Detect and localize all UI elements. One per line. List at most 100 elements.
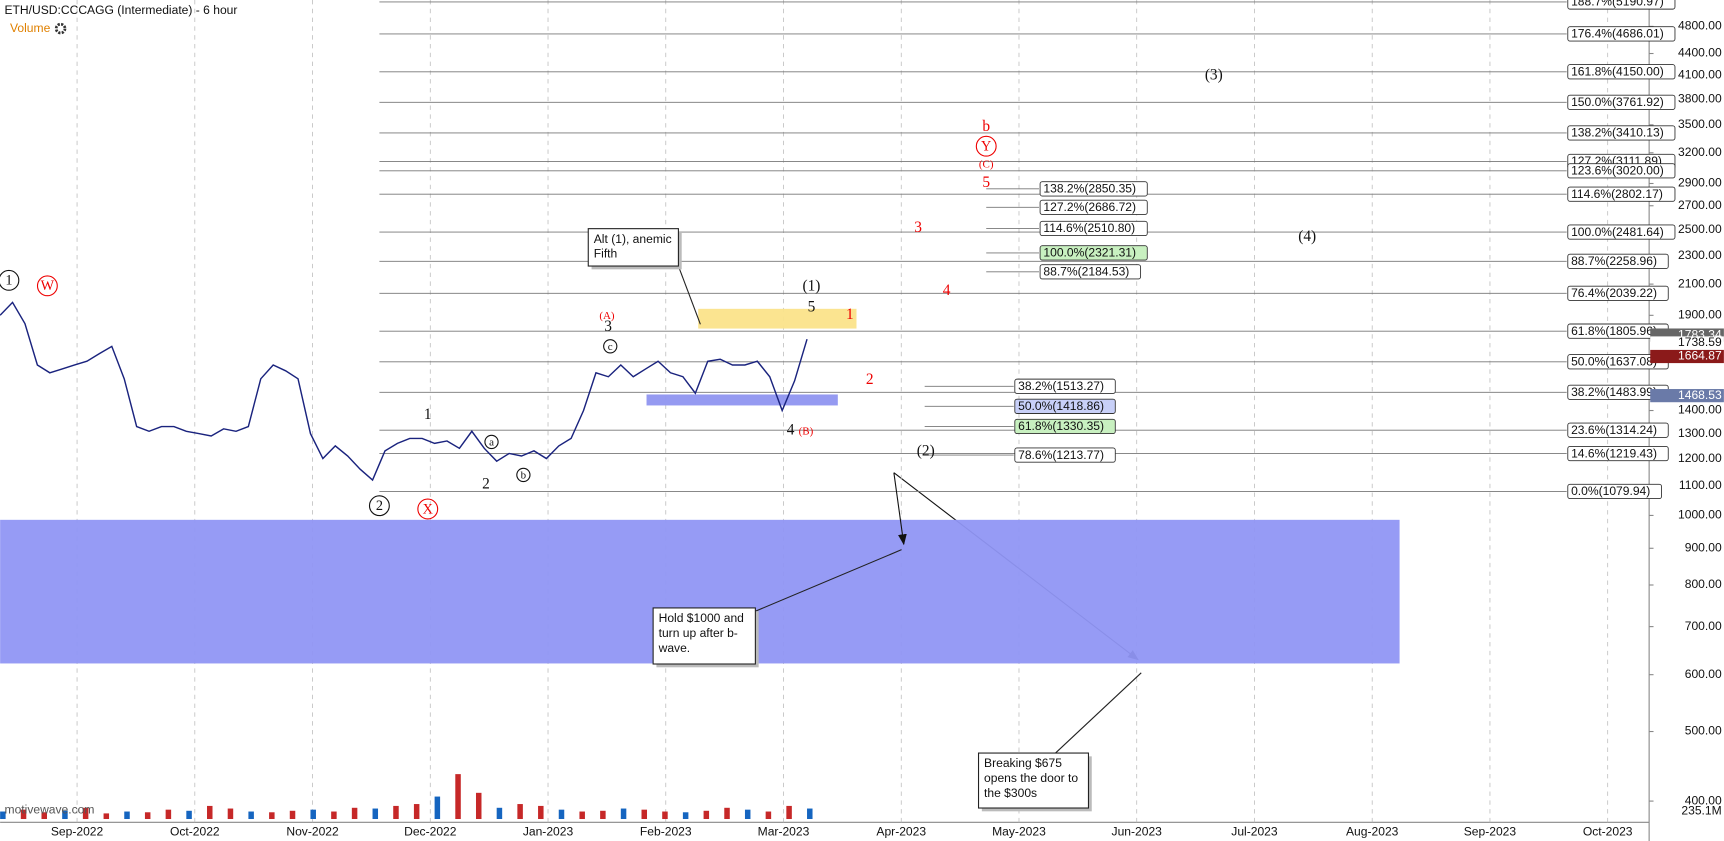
y-tick-label: 4800.00 [1678, 19, 1722, 33]
volume-bar [82, 807, 89, 820]
wave-label: 1 [424, 406, 432, 423]
wave-circle [516, 467, 531, 483]
x-tick-label: Oct-2022 [170, 824, 220, 838]
fib-label: 138.2%(3410.13) [1571, 126, 1664, 140]
volume-bar [124, 811, 130, 820]
callout-box [652, 607, 756, 665]
fib-label: 138.2%(2850.35) [1043, 182, 1136, 196]
price-line [0, 301, 808, 482]
volume-bar [682, 812, 689, 820]
volume-bar [269, 812, 275, 820]
fib-label-box [1567, 26, 1676, 42]
y-tick-label: 1900.00 [1678, 308, 1722, 322]
fib-label-box [1567, 422, 1669, 438]
fib-label: 76.4%(2039.22) [1571, 286, 1657, 300]
volume-bar [165, 809, 172, 820]
y-tick-label: 2100.00 [1678, 276, 1722, 290]
y-tick-label: 900.00 [1685, 540, 1722, 554]
wave-label: (1) [802, 277, 820, 294]
volume-bar [724, 807, 730, 820]
wave-circle [975, 135, 997, 157]
fib-label-box [1567, 483, 1662, 500]
volume-bar [807, 808, 813, 820]
fib-label: 38.2%(1513.27) [1018, 379, 1104, 393]
volume-bar [0, 811, 6, 820]
volume-bar [703, 810, 710, 820]
fib-label: 61.8%(1805.96) [1571, 324, 1657, 338]
fib-label: 88.7%(2258.96) [1571, 254, 1657, 268]
fib-label-box [1567, 253, 1669, 269]
zone [698, 308, 857, 329]
volume-bar [103, 813, 110, 820]
callout-text: Breaking $675 [984, 756, 1062, 770]
volume-bar [372, 808, 379, 820]
fib-label-box [1039, 181, 1148, 197]
y-tick-label: 2900.00 [1678, 176, 1722, 190]
volume-bar [558, 809, 565, 820]
wave-circle [36, 275, 58, 297]
volume-bar [207, 805, 213, 820]
y-tick-label: 2500.00 [1678, 222, 1722, 236]
callout-text: wave. [658, 641, 691, 655]
x-tick-label: Aug-2023 [1346, 824, 1399, 838]
volume-bar [20, 809, 27, 820]
fib-label-box [1014, 378, 1116, 394]
fib-label: 50.0%(1637.08) [1571, 354, 1657, 368]
volume-bar [289, 810, 296, 820]
fib-label-box [1039, 220, 1148, 237]
fib-label: 188.7%(5190.97) [1571, 0, 1664, 9]
price-tag [1650, 389, 1724, 403]
wave-label: Y [981, 139, 991, 155]
x-tick-label: Dec-2022 [404, 824, 457, 838]
y-tick-label: 3200.00 [1678, 145, 1722, 159]
wave-label: c [608, 341, 613, 353]
volume-bar [579, 811, 585, 820]
volume-bar [496, 807, 503, 820]
volume-bar [786, 805, 792, 820]
callout-line [1055, 672, 1142, 754]
fib-label: 100.0%(2481.64) [1571, 225, 1664, 239]
watermark: motivewave.com [5, 802, 95, 816]
x-tick-label: Mar-2023 [758, 824, 810, 838]
callout-line [755, 549, 902, 612]
wave-label: b [521, 470, 527, 482]
wave-label: 2 [376, 498, 383, 514]
y-tick-label: 3800.00 [1678, 91, 1722, 105]
y-tick-label: 1200.00 [1678, 451, 1722, 465]
wave-label: 5 [808, 298, 816, 315]
fib-label-box [1014, 398, 1116, 414]
wave-label: (B) [799, 426, 814, 438]
fib-label-box [1567, 125, 1676, 141]
wave-label: 1 [5, 273, 12, 289]
fib-label-box [1014, 447, 1116, 463]
wave-label: (2) [917, 442, 935, 459]
x-tick-label: Feb-2023 [640, 824, 692, 838]
wave-label: 5 [982, 174, 990, 191]
fib-label: 78.6%(1213.77) [1018, 448, 1104, 462]
fib-label-box [1039, 199, 1148, 215]
x-tick-label: Jun-2023 [1112, 824, 1163, 838]
y-tick-label: 700.00 [1685, 619, 1722, 633]
y-tick-label: 800.00 [1685, 577, 1722, 591]
wave-label: (4) [1298, 228, 1316, 245]
fib-label: 38.2%(1483.99) [1571, 385, 1657, 399]
volume-bar [41, 812, 47, 820]
fib-label: 123.6%(3020.00) [1571, 164, 1664, 178]
wave-label: 3 [914, 219, 922, 236]
fib-label: 23.6%(1314.24) [1571, 423, 1657, 437]
fib-label-box [1567, 186, 1676, 202]
price-tag-label: 1664.87 [1678, 349, 1722, 363]
fib-label-box [1567, 224, 1676, 240]
y-tick-label: 2700.00 [1678, 198, 1722, 212]
volume-label: Volume [10, 21, 51, 35]
volume-bar [641, 809, 648, 820]
wave-label: 2 [866, 371, 874, 388]
wave-label: 4 [787, 421, 795, 438]
gear-icon[interactable] [54, 22, 67, 35]
y-tick-label: 1100.00 [1679, 478, 1722, 492]
wave-label: X [423, 501, 434, 517]
volume-bar [517, 804, 523, 820]
callout-line [677, 265, 701, 325]
wave-label: (C) [979, 158, 994, 170]
wave-label: W [41, 278, 55, 294]
